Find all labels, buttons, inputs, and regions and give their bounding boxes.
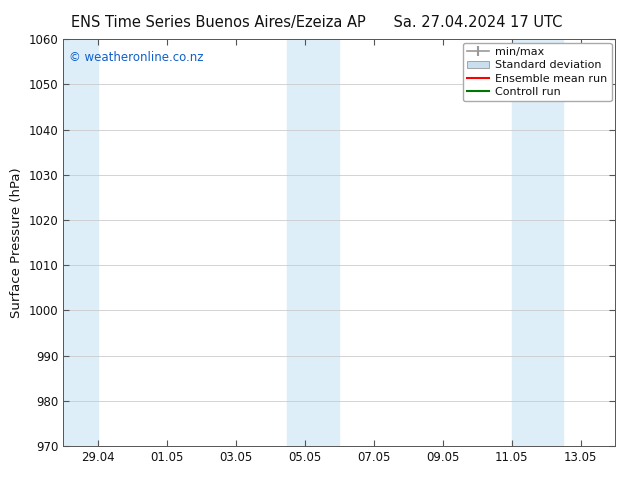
Y-axis label: Surface Pressure (hPa): Surface Pressure (hPa)	[10, 167, 23, 318]
Text: © weatheronline.co.nz: © weatheronline.co.nz	[69, 51, 204, 64]
Bar	[287, 39, 339, 446]
Text: ENS Time Series Buenos Aires/Ezeiza AP      Sa. 27.04.2024 17 UTC: ENS Time Series Buenos Aires/Ezeiza AP S…	[71, 15, 563, 30]
Bar	[63, 39, 98, 446]
Bar	[512, 39, 563, 446]
Legend: min/max, Standard deviation, Ensemble mean run, Controll run: min/max, Standard deviation, Ensemble me…	[463, 43, 612, 101]
